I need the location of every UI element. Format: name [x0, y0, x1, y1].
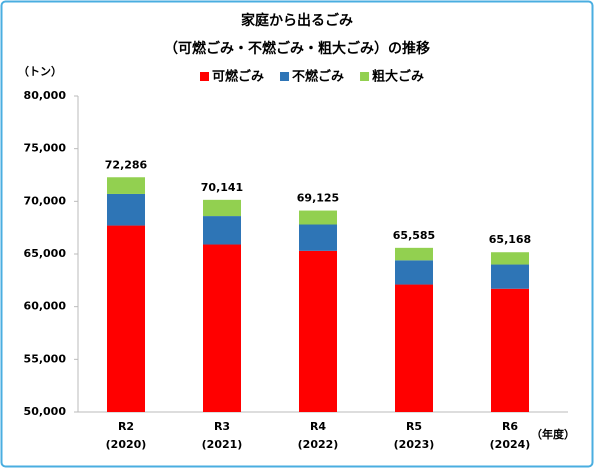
bar-segment	[299, 210, 337, 225]
bar-segment	[395, 260, 433, 285]
x-axis-label: （年度）	[531, 427, 575, 441]
bar-segment	[395, 247, 433, 261]
y-tick-label: 50,000	[24, 405, 67, 418]
total-label: 65,585	[393, 229, 435, 242]
x-tick-label: (2021)	[202, 438, 243, 451]
legend-label: 可燃ごみ	[212, 69, 264, 85]
y-tick-label: 70,000	[24, 194, 67, 207]
y-axis-label: （トン）	[18, 65, 62, 78]
bar-segment	[203, 199, 241, 217]
bar-segment	[299, 224, 337, 251]
bar-segment	[107, 193, 145, 226]
legend-label: 不燃ごみ	[292, 69, 344, 85]
legend-swatch	[280, 72, 290, 81]
legend-swatch	[360, 72, 370, 81]
bar-segment	[491, 288, 529, 412]
y-tick-label: 80,000	[24, 89, 67, 102]
x-tick-label: R6	[502, 420, 518, 433]
bar-segment	[491, 252, 529, 265]
y-tick-label: 65,000	[24, 247, 67, 260]
bar-segment	[107, 177, 145, 194]
bar-segment	[491, 264, 529, 289]
x-tick-label: R4	[310, 420, 326, 433]
y-tick-label: 55,000	[24, 352, 67, 365]
bar-segment	[203, 244, 241, 412]
chart-title: （可燃ごみ・不燃ごみ・粗大ごみ）の推移	[164, 40, 430, 57]
x-tick-label: R5	[406, 420, 422, 433]
total-label: 70,141	[201, 181, 243, 194]
x-tick-label: (2023)	[394, 438, 435, 451]
legend-label: 粗大ごみ	[372, 69, 424, 85]
bar-segment	[107, 225, 145, 412]
y-tick-label: 60,000	[24, 300, 67, 313]
x-tick-label: (2020)	[106, 438, 147, 451]
legend-swatch	[200, 72, 209, 81]
total-label: 72,286	[105, 158, 148, 171]
bar-segment	[299, 250, 337, 412]
x-tick-label: (2022)	[298, 438, 339, 451]
y-tick-label: 75,000	[24, 142, 67, 155]
x-tick-label: (2024)	[490, 438, 531, 451]
x-tick-label: R3	[214, 420, 230, 433]
total-label: 69,125	[297, 192, 339, 205]
x-tick-label: R2	[118, 420, 134, 433]
bar-segment	[203, 216, 241, 245]
total-label: 65,168	[489, 233, 531, 246]
bar-segment	[395, 284, 433, 412]
chart-title: 家庭から出るごみ	[241, 12, 353, 29]
